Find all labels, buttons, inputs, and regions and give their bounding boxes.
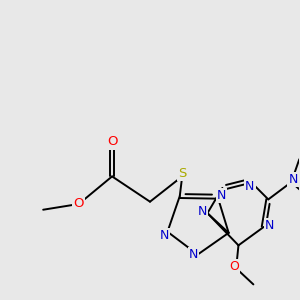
Text: N: N — [198, 205, 207, 218]
Text: O: O — [74, 197, 84, 211]
Text: N: N — [217, 188, 226, 202]
Text: O: O — [107, 136, 117, 148]
Text: O: O — [230, 260, 239, 273]
Text: S: S — [178, 167, 186, 180]
Text: N: N — [245, 181, 255, 194]
Text: N: N — [265, 219, 274, 232]
Text: N: N — [288, 173, 298, 186]
Text: N: N — [160, 229, 169, 242]
Text: N: N — [189, 248, 198, 261]
